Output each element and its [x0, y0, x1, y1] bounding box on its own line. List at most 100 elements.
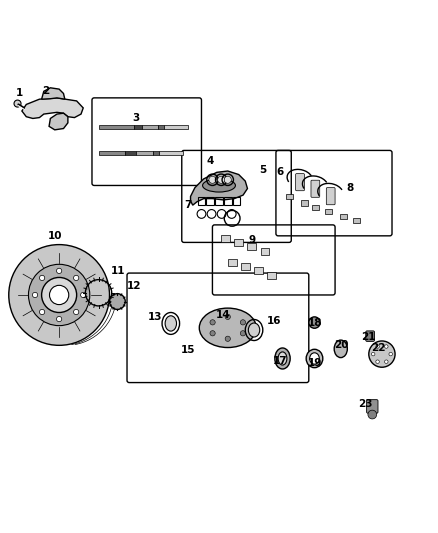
Ellipse shape — [310, 353, 319, 364]
Circle shape — [225, 314, 230, 319]
Circle shape — [39, 276, 45, 280]
Bar — [247, 243, 256, 251]
Ellipse shape — [278, 352, 287, 365]
Text: 21: 21 — [360, 332, 375, 342]
Text: 12: 12 — [126, 281, 141, 291]
Text: 5: 5 — [259, 165, 266, 175]
Circle shape — [57, 268, 62, 273]
FancyBboxPatch shape — [366, 331, 374, 342]
Bar — [153, 151, 159, 155]
Circle shape — [32, 292, 38, 297]
Bar — [134, 125, 142, 128]
Circle shape — [42, 278, 77, 312]
Ellipse shape — [334, 340, 347, 358]
Bar — [158, 125, 164, 128]
Text: 8: 8 — [347, 183, 354, 192]
Circle shape — [224, 176, 231, 183]
Circle shape — [385, 345, 388, 348]
Bar — [234, 239, 243, 246]
Bar — [261, 248, 269, 255]
Circle shape — [385, 360, 388, 364]
Bar — [301, 200, 308, 206]
Text: 20: 20 — [334, 341, 349, 350]
Circle shape — [74, 276, 79, 280]
Text: 6: 6 — [277, 167, 284, 177]
Circle shape — [218, 176, 225, 183]
Circle shape — [376, 360, 379, 364]
Polygon shape — [49, 113, 68, 130]
Text: 13: 13 — [148, 312, 163, 322]
Circle shape — [225, 336, 230, 342]
Circle shape — [369, 341, 395, 367]
Bar — [125, 151, 136, 155]
Polygon shape — [22, 98, 83, 118]
FancyBboxPatch shape — [296, 174, 304, 191]
Circle shape — [389, 352, 392, 356]
Circle shape — [74, 309, 79, 314]
Bar — [215, 197, 223, 205]
Bar — [99, 151, 125, 155]
Text: 2: 2 — [42, 86, 49, 96]
Bar — [99, 125, 134, 128]
Text: 14: 14 — [216, 310, 231, 320]
FancyBboxPatch shape — [311, 180, 320, 197]
Text: 23: 23 — [358, 399, 373, 409]
FancyBboxPatch shape — [367, 400, 378, 413]
Text: 15: 15 — [181, 345, 196, 355]
Text: 11: 11 — [111, 266, 126, 276]
Bar — [221, 235, 230, 241]
Circle shape — [49, 285, 69, 304]
Ellipse shape — [306, 349, 323, 368]
FancyBboxPatch shape — [326, 188, 335, 205]
Text: 4: 4 — [207, 156, 214, 166]
Circle shape — [210, 320, 215, 325]
Bar — [164, 125, 188, 128]
Circle shape — [240, 330, 246, 336]
Bar — [286, 194, 293, 199]
Text: 22: 22 — [371, 343, 386, 352]
Polygon shape — [42, 88, 65, 99]
Circle shape — [28, 264, 90, 326]
Polygon shape — [191, 171, 247, 205]
Bar — [340, 214, 347, 219]
Text: 18: 18 — [308, 318, 323, 328]
Bar — [142, 125, 158, 128]
Circle shape — [81, 292, 86, 297]
Ellipse shape — [165, 316, 177, 331]
Bar — [136, 151, 153, 155]
Circle shape — [57, 317, 62, 322]
Bar — [353, 218, 360, 223]
Text: 17: 17 — [273, 356, 288, 366]
Text: 7: 7 — [185, 200, 192, 210]
Text: 10: 10 — [47, 231, 62, 241]
Bar — [267, 272, 276, 279]
Bar — [254, 268, 263, 274]
Text: 19: 19 — [308, 358, 322, 368]
Bar — [228, 259, 237, 265]
Bar — [312, 205, 319, 210]
Circle shape — [371, 352, 375, 356]
Circle shape — [9, 245, 110, 345]
Circle shape — [14, 100, 21, 107]
Circle shape — [210, 330, 215, 336]
Circle shape — [368, 410, 377, 419]
Ellipse shape — [248, 323, 260, 337]
Text: 9: 9 — [248, 235, 255, 245]
Bar — [159, 151, 183, 155]
Circle shape — [309, 317, 320, 328]
Text: 16: 16 — [266, 316, 281, 326]
Bar — [325, 209, 332, 214]
Circle shape — [110, 294, 125, 310]
Text: 1: 1 — [16, 88, 23, 99]
Bar — [206, 197, 214, 205]
Circle shape — [376, 345, 379, 348]
Circle shape — [209, 176, 216, 183]
Bar — [233, 197, 240, 205]
Ellipse shape — [275, 348, 290, 369]
Bar — [224, 197, 232, 205]
Ellipse shape — [199, 308, 256, 348]
Ellipse shape — [202, 179, 236, 192]
Circle shape — [39, 309, 45, 314]
Text: 3: 3 — [132, 112, 139, 123]
Bar — [198, 197, 205, 205]
